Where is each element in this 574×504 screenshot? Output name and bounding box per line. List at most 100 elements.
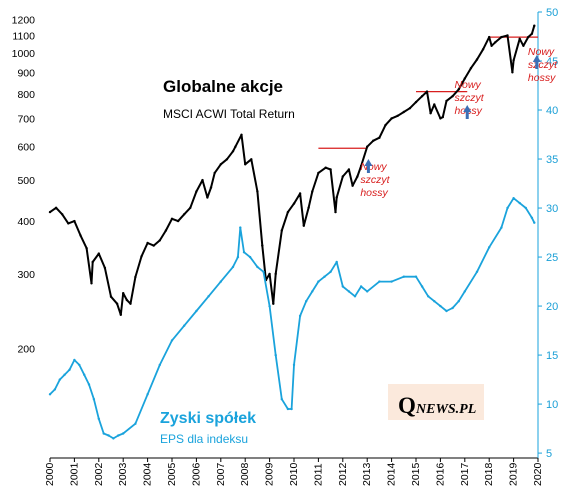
eps-point [262,270,265,273]
index-point [280,229,283,232]
annotation-text: Nowy [454,79,481,91]
index-point [164,229,168,232]
index-point [209,186,213,189]
index-point [48,210,52,214]
eps-point [506,206,509,210]
y-right-tick-label: 30 [546,203,558,215]
eps-point [242,251,246,254]
eps-point [445,309,448,313]
eps-point [427,295,430,298]
index-point [429,112,432,115]
index-point [115,302,119,305]
y-left-tick-label: 1000 [12,48,36,60]
eps-point [533,221,536,224]
eps-point [298,314,302,318]
x-tick-label: 2019 [508,462,520,486]
x-tick-label: 2017 [459,462,471,486]
y-left-tick-label: 400 [17,216,35,228]
y-left-tick-label: 1200 [12,14,36,26]
eps-point [239,226,242,229]
series-lines [48,24,536,440]
x-tick-label: 2013 [361,462,373,486]
index-point [469,67,473,70]
index-point [129,302,132,305]
index-point [445,99,448,103]
arrow-up-icon [463,105,472,119]
index-point [324,166,327,169]
x-tick-label: 2016 [434,462,446,486]
y-right-tick-label: 5 [546,448,552,460]
index-point [244,163,247,166]
index-point [206,196,209,199]
index-point [334,210,337,214]
index-point [335,196,338,199]
eps-point [219,280,222,283]
x-tick-label: 2011 [312,463,324,486]
x-tick-label: 2018 [483,462,495,486]
index-point [97,252,101,255]
eps-point [207,295,210,298]
index-point [439,117,442,120]
y-left-tick-label: 600 [17,142,35,154]
index-point [425,90,429,93]
eps-point [451,306,454,310]
index-point [79,234,82,237]
index-point [366,145,369,148]
chart-title: Globalne akcje [163,77,283,96]
eps-point [274,353,277,357]
index-point [356,175,359,178]
eps-point [530,216,534,219]
index-point [341,175,344,178]
eps-point [170,339,174,342]
eps-point [63,373,66,376]
x-tick-label: 2015 [410,462,422,486]
index-point [302,224,305,227]
eps-point [341,285,344,288]
arrow-up-icon [532,55,541,69]
y-right-tick-label: 35 [546,154,558,166]
eps-point [286,407,290,411]
eps-point [83,373,86,376]
y-left-tick-label: 900 [17,67,35,79]
index-point [125,298,129,302]
index-line [49,25,536,316]
eps-point [347,290,351,293]
index-point [488,35,491,39]
index-point [195,190,198,193]
eps-point [158,363,161,367]
index-point [351,184,354,187]
resistance-lines [318,36,538,149]
eps-point [256,265,259,269]
eps-point [463,290,466,293]
index-point [347,168,351,171]
index-point [518,37,521,40]
eps-point [305,300,308,303]
index-point [475,58,479,61]
annotation-text: szczyt [454,92,484,104]
y-right-tick-label: 45 [546,56,558,68]
eps-point [335,260,338,264]
y-left-tick-label: 500 [17,175,35,187]
eps-point [378,280,381,283]
index-point [317,171,320,175]
index-point [90,282,93,285]
eps-point [195,309,198,313]
index-point [240,133,243,136]
index-point [103,266,107,270]
index-point [134,275,137,279]
index-point [527,35,530,39]
x-tick-label: 2005 [166,462,178,486]
index-point [219,163,222,166]
chart-subtitle: MSCI ACWI Total Return [163,107,295,121]
index-point [500,35,503,39]
index-point [85,247,88,250]
annotation-text: Nowy [528,46,555,58]
eps-point [97,417,101,420]
index-point [189,206,192,209]
eps-title: Zyski spółek [160,410,256,427]
eps-point [420,285,424,288]
eps-point [73,358,76,362]
eps-point [317,280,320,283]
eps-point [488,246,491,249]
